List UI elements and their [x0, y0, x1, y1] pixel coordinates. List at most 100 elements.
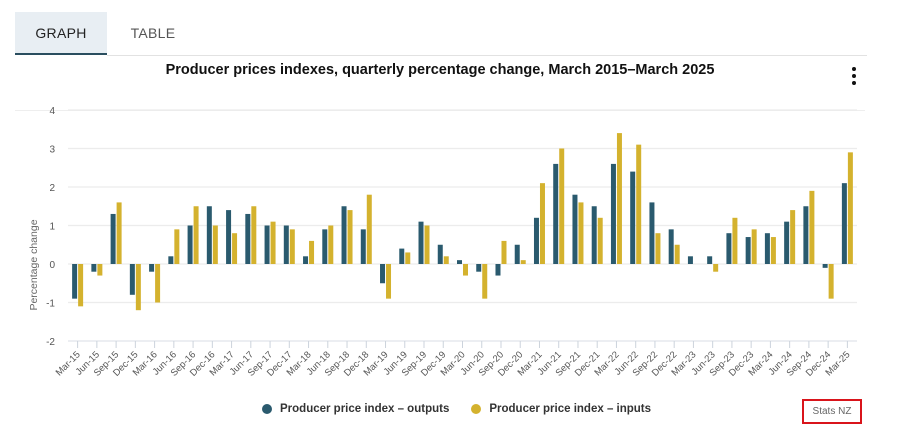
bar-outputs[interactable]: [418, 221, 424, 264]
y-tick-label: 3: [49, 145, 55, 156]
bar-outputs[interactable]: [129, 264, 135, 295]
bar-inputs[interactable]: [135, 264, 141, 311]
bar-inputs[interactable]: [751, 229, 757, 264]
bar-outputs[interactable]: [437, 244, 443, 264]
bar-outputs[interactable]: [495, 264, 501, 276]
bar-inputs[interactable]: [78, 264, 84, 307]
bar-inputs[interactable]: [482, 264, 488, 299]
bar-inputs[interactable]: [212, 225, 218, 265]
bar-outputs[interactable]: [784, 221, 790, 264]
bar-inputs[interactable]: [443, 256, 449, 264]
bar-outputs[interactable]: [226, 210, 232, 264]
bar-inputs[interactable]: [328, 225, 334, 265]
bar-inputs[interactable]: [770, 237, 776, 264]
y-tick-label: 1: [49, 222, 55, 233]
bar-outputs[interactable]: [630, 171, 636, 264]
legend-label-outputs: Producer price index – outputs: [280, 403, 450, 415]
bar-outputs[interactable]: [572, 194, 578, 264]
bar-outputs[interactable]: [283, 225, 289, 265]
bar-outputs[interactable]: [322, 229, 328, 264]
bar-inputs[interactable]: [193, 206, 199, 264]
bar-outputs[interactable]: [360, 229, 366, 264]
bar-outputs[interactable]: [649, 202, 655, 264]
bar-inputs[interactable]: [616, 133, 622, 264]
more-vertical-icon-dot: [852, 74, 856, 78]
bar-inputs[interactable]: [539, 183, 545, 264]
bar-inputs[interactable]: [366, 194, 372, 264]
bar-inputs[interactable]: [713, 264, 719, 272]
legend: Producer price index – outputs Producer …: [262, 403, 673, 415]
bar-outputs[interactable]: [841, 183, 847, 264]
bar-inputs[interactable]: [155, 264, 161, 303]
bar-outputs[interactable]: [187, 225, 193, 265]
bar-inputs[interactable]: [97, 264, 103, 276]
bar-inputs[interactable]: [174, 229, 180, 264]
bar-inputs[interactable]: [790, 210, 796, 264]
bar-outputs[interactable]: [264, 225, 270, 265]
bar-outputs[interactable]: [591, 206, 597, 264]
tabs-divider: [107, 55, 867, 56]
bar-inputs[interactable]: [386, 264, 392, 299]
bar-outputs[interactable]: [553, 163, 559, 264]
bar-outputs[interactable]: [687, 256, 693, 264]
bar-inputs[interactable]: [809, 190, 815, 264]
bar-outputs[interactable]: [168, 256, 174, 264]
bar-inputs[interactable]: [636, 144, 642, 264]
bar-outputs[interactable]: [822, 264, 828, 268]
tab-table[interactable]: TABLE: [130, 25, 176, 41]
bar-inputs[interactable]: [289, 229, 295, 264]
bar-inputs[interactable]: [655, 233, 661, 264]
bar-outputs[interactable]: [726, 233, 732, 264]
bar-inputs[interactable]: [732, 217, 738, 264]
bar-inputs[interactable]: [828, 264, 834, 299]
bar-inputs[interactable]: [424, 225, 430, 265]
bar-outputs[interactable]: [149, 264, 155, 272]
bar-inputs[interactable]: [463, 264, 468, 276]
legend-dot-inputs: [471, 404, 482, 414]
bar-outputs[interactable]: [72, 264, 78, 299]
bar-outputs[interactable]: [707, 256, 713, 264]
bar-outputs[interactable]: [668, 229, 674, 264]
y-tick-label: 0: [49, 260, 55, 271]
bar-outputs[interactable]: [245, 213, 251, 264]
bar-inputs[interactable]: [270, 221, 276, 264]
bar-inputs[interactable]: [309, 240, 315, 264]
bar-inputs[interactable]: [405, 252, 411, 264]
bar-inputs[interactable]: [251, 206, 257, 264]
source-credit[interactable]: Stats NZ: [802, 399, 862, 424]
bar-inputs[interactable]: [847, 152, 853, 264]
bar-inputs[interactable]: [347, 210, 353, 264]
tab-graph[interactable]: GRAPH: [15, 12, 107, 55]
bar-outputs[interactable]: [399, 248, 405, 264]
bar-outputs[interactable]: [476, 264, 482, 272]
bar-inputs[interactable]: [597, 217, 603, 264]
bar-inputs[interactable]: [501, 240, 507, 264]
bar-outputs[interactable]: [303, 256, 309, 264]
bar-outputs[interactable]: [110, 213, 116, 264]
bar-inputs[interactable]: [578, 202, 584, 264]
bar-outputs[interactable]: [764, 233, 770, 264]
bar-inputs[interactable]: [559, 148, 565, 265]
chart-menu-button[interactable]: [846, 65, 862, 87]
bar-inputs[interactable]: [520, 260, 526, 264]
bar-outputs[interactable]: [457, 260, 462, 264]
legend-item-outputs[interactable]: Producer price index – outputs: [262, 403, 449, 415]
view-tabs: GRAPH TABLE: [15, 12, 199, 55]
bar-outputs[interactable]: [514, 244, 520, 264]
bar-inputs[interactable]: [674, 244, 680, 264]
chart-title: Producer prices indexes, quarterly perce…: [165, 62, 715, 78]
bar-outputs[interactable]: [206, 206, 212, 264]
x-axis-ticks: Mar-15Jun-15Sep-15Dec-15Mar-16Jun-16Sep-…: [54, 341, 852, 379]
bar-outputs[interactable]: [533, 217, 539, 264]
bar-outputs[interactable]: [803, 206, 809, 264]
legend-item-inputs[interactable]: Producer price index – inputs: [471, 403, 651, 415]
y-tick-label: 2: [49, 183, 55, 194]
bar-inputs[interactable]: [232, 233, 238, 264]
bar-outputs[interactable]: [745, 237, 751, 264]
bar-inputs[interactable]: [116, 202, 122, 264]
bar-outputs[interactable]: [341, 206, 347, 264]
bar-outputs[interactable]: [610, 163, 616, 264]
bar-outputs[interactable]: [380, 264, 386, 284]
bar-outputs[interactable]: [91, 264, 97, 272]
bar-chart: -2 -1 0 1 2 3 4 Percentage change Mar-15Jun-15…: [28, 106, 857, 379]
